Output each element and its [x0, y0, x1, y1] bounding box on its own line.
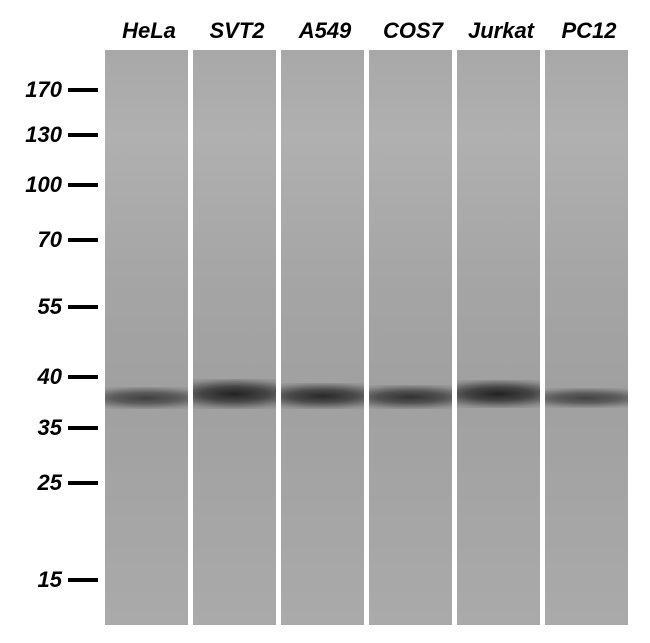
- lane-label: SVT2: [193, 18, 281, 44]
- protein-band: [545, 388, 628, 408]
- mw-marker-tick: [68, 305, 98, 309]
- blot-lane: [545, 50, 628, 625]
- mw-marker-label: 100: [25, 172, 62, 198]
- blot-lane: [105, 50, 188, 625]
- protein-band: [457, 380, 540, 408]
- lane-label: A549: [281, 18, 369, 44]
- mw-marker-label: 70: [38, 227, 62, 253]
- western-blot-figure: HeLa SVT2 A549 COS7 Jurkat PC12 170 130 10…: [0, 0, 650, 643]
- mw-marker-tick: [68, 183, 98, 187]
- lane-labels-row: HeLa SVT2 A549 COS7 Jurkat PC12: [105, 18, 635, 44]
- protein-band: [193, 379, 276, 409]
- mw-marker-label: 15: [38, 567, 62, 593]
- lane-label: COS7: [369, 18, 457, 44]
- lane-label: Jurkat: [457, 18, 545, 44]
- mw-marker-label: 55: [38, 294, 62, 320]
- mw-marker-tick: [68, 426, 98, 430]
- lanes-region: [105, 50, 635, 625]
- blot-lane: [193, 50, 276, 625]
- mw-marker-tick: [68, 133, 98, 137]
- blot-lane: [457, 50, 540, 625]
- mw-marker-tick: [68, 481, 98, 485]
- mw-marker-label: 25: [38, 470, 62, 496]
- mw-marker-tick: [68, 375, 98, 379]
- mw-marker-label: 130: [25, 122, 62, 148]
- mw-marker-label: 170: [25, 77, 62, 103]
- protein-band: [281, 383, 364, 409]
- blot-lane: [369, 50, 452, 625]
- mw-marker-label: 40: [38, 364, 62, 390]
- protein-band: [369, 385, 452, 409]
- mw-marker-tick: [68, 88, 98, 92]
- protein-band: [105, 387, 188, 409]
- blot-lane: [281, 50, 364, 625]
- lane-label: HeLa: [105, 18, 193, 44]
- mw-marker-tick: [68, 578, 98, 582]
- mw-marker-label: 35: [38, 415, 62, 441]
- lane-label: PC12: [545, 18, 633, 44]
- mw-marker-tick: [68, 238, 98, 242]
